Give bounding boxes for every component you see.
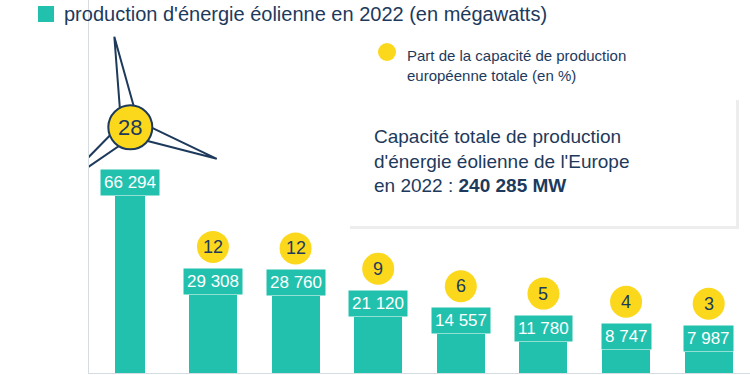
svg-text:12: 12 — [286, 238, 306, 258]
svg-text:8 747: 8 747 — [605, 327, 648, 346]
svg-text:14 557: 14 557 — [435, 311, 487, 330]
svg-text:12: 12 — [203, 237, 223, 257]
svg-text:5: 5 — [538, 284, 548, 304]
svg-text:Part de la capacité de product: Part de la capacité de productioneuropée… — [407, 47, 626, 84]
svg-text:3: 3 — [704, 294, 714, 314]
svg-text:28 760: 28 760 — [270, 273, 322, 292]
svg-text:28: 28 — [118, 115, 142, 140]
svg-text:7 987: 7 987 — [687, 329, 730, 348]
svg-text:21 120: 21 120 — [352, 294, 404, 313]
svg-text:29 308: 29 308 — [187, 272, 239, 291]
svg-text:9: 9 — [373, 259, 383, 279]
svg-text:production d'énergie éolienne: production d'énergie éolienne en 2022 (e… — [64, 3, 547, 25]
svg-text:Capacité totale de productiond: Capacité totale de productiond'énergie é… — [374, 126, 630, 196]
svg-text:66 294: 66 294 — [104, 173, 156, 192]
svg-text:6: 6 — [456, 276, 466, 296]
svg-text:4: 4 — [621, 292, 631, 312]
svg-text:11 780: 11 780 — [518, 319, 569, 338]
